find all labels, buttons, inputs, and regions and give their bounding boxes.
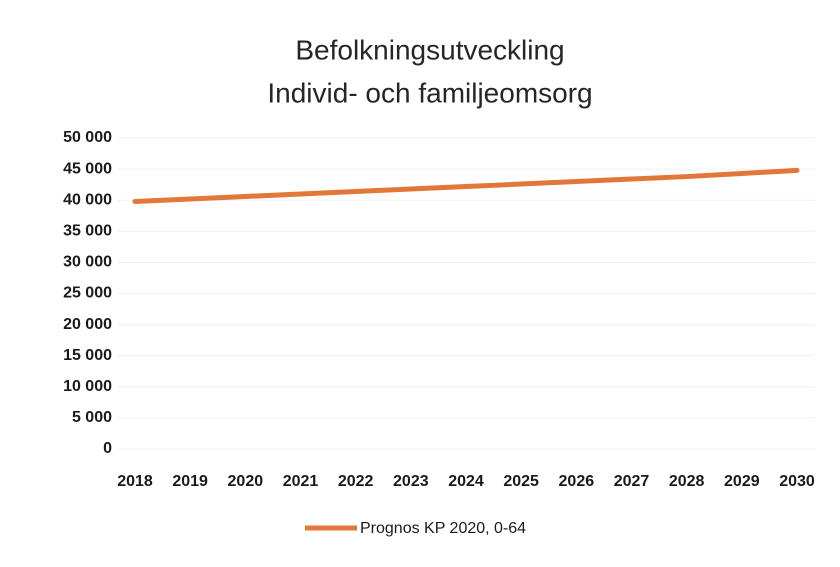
chart-title: Befolkningsutveckling — [295, 34, 564, 65]
y-tick-label: 10 000 — [63, 378, 112, 395]
x-tick-label: 2018 — [117, 473, 153, 490]
data-line — [132, 167, 800, 204]
y-tick-label: 20 000 — [63, 316, 112, 333]
y-tick-label: 35 000 — [63, 223, 112, 240]
x-tick-label: 2029 — [724, 473, 760, 490]
x-tick-label: 2024 — [448, 473, 484, 490]
y-tick-label: 40 000 — [63, 191, 112, 208]
y-tick-label: 0 — [103, 440, 112, 457]
y-tick-label: 30 000 — [63, 254, 112, 271]
y-tick-label: 25 000 — [63, 285, 112, 302]
x-tick-label: 2023 — [393, 473, 429, 490]
x-tick-label: 2025 — [503, 473, 539, 490]
x-tick-label: 2028 — [669, 473, 705, 490]
chart-subtitle: Individ- och familjeomsorg — [267, 77, 592, 108]
x-tick-label: 2019 — [172, 473, 208, 490]
y-tick-label: 50 000 — [63, 129, 112, 146]
y-tick-label: 45 000 — [63, 160, 112, 177]
x-tick-label: 2022 — [338, 473, 374, 490]
x-tick-label: 2020 — [228, 473, 264, 490]
x-tick-label: 2021 — [283, 473, 319, 490]
y-tick-label: 15 000 — [63, 347, 112, 364]
legend-label: Prognos KP 2020, 0-64 — [360, 520, 526, 537]
x-tick-label: 2027 — [614, 473, 650, 490]
x-tick-label: 2030 — [779, 473, 815, 490]
x-tick-label: 2026 — [559, 473, 595, 490]
y-tick-label: 5 000 — [72, 409, 112, 426]
